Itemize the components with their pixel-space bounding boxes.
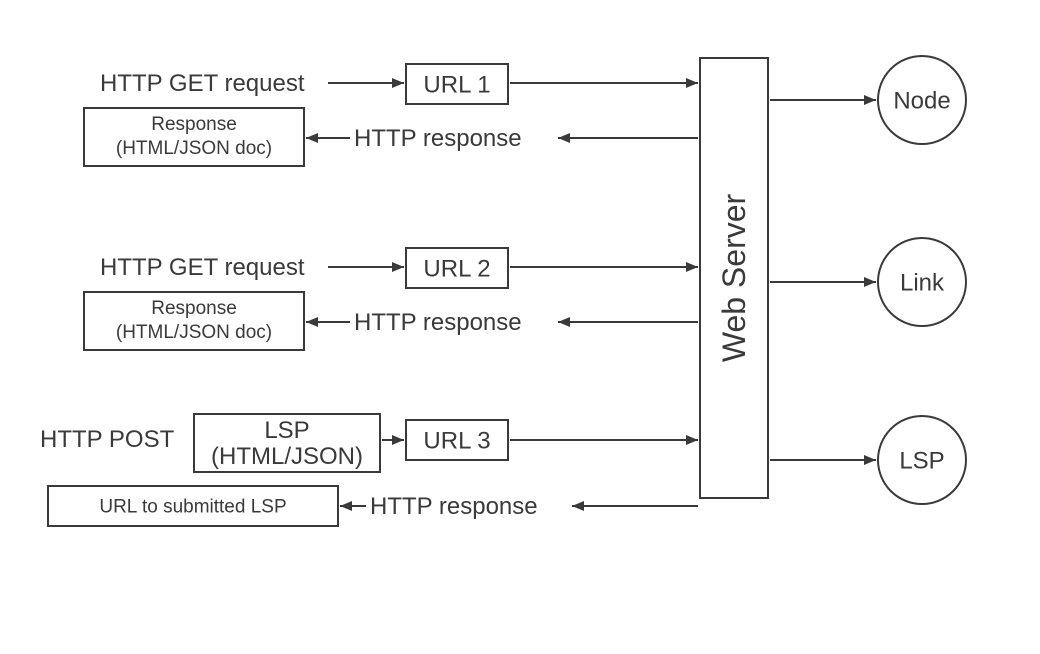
resp1-line2: (HTML/JSON doc) <box>116 138 272 159</box>
url2-label: URL 2 <box>423 255 490 282</box>
get2-label: HTTP GET request <box>100 254 305 281</box>
lsp-label: LSP <box>899 447 944 474</box>
lsp-payload-line1: LSP <box>264 417 309 444</box>
rl1-label: HTTP response <box>354 125 522 152</box>
resp1-line1: Response <box>151 114 237 135</box>
link-label: Link <box>900 269 945 296</box>
rl2-label: HTTP response <box>354 309 522 336</box>
rl3-label: HTTP response <box>370 493 538 520</box>
resp3-line1: URL to submitted LSP <box>99 497 286 518</box>
get1-label: HTTP GET request <box>100 70 305 97</box>
resp2-line2: (HTML/JSON doc) <box>116 322 272 343</box>
resp2-line1: Response <box>151 298 237 319</box>
lsp-payload-line2: (HTML/JSON) <box>211 443 363 470</box>
url1-label: URL 1 <box>423 71 490 98</box>
node-label: Node <box>893 87 950 114</box>
post-label: HTTP POST <box>40 426 175 453</box>
web-server-label: Web Server <box>716 193 752 362</box>
url3-label: URL 3 <box>423 427 490 454</box>
